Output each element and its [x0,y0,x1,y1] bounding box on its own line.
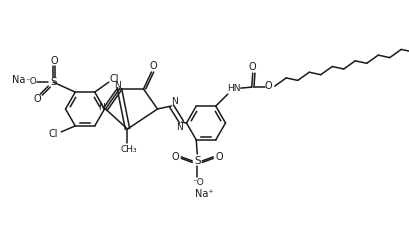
Text: O: O [215,152,222,162]
Text: ⁻O: ⁻O [25,77,37,86]
Text: Cl: Cl [48,129,58,139]
Text: O: O [171,152,179,162]
Text: S: S [50,77,56,87]
Text: N: N [98,104,105,113]
Text: O: O [149,61,157,71]
Text: Na: Na [12,75,25,85]
Text: Cl: Cl [110,74,119,84]
Text: Na⁺: Na⁺ [194,189,213,199]
Text: O: O [264,81,272,91]
Text: O: O [248,62,256,72]
Text: HN: HN [227,84,240,93]
Text: ⁻O: ⁻O [192,178,204,187]
Text: O: O [50,56,58,66]
Text: S: S [193,156,200,166]
Text: N: N [176,123,182,131]
Text: N: N [171,96,178,106]
Text: CH₃: CH₃ [120,146,137,155]
Text: N: N [114,81,121,89]
Text: O: O [34,94,41,104]
